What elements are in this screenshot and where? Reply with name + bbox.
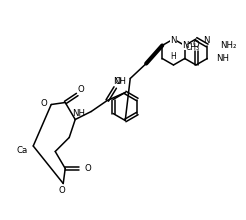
Text: NH: NH — [72, 109, 85, 118]
Text: O: O — [59, 186, 66, 195]
Text: O: O — [78, 85, 85, 94]
Text: N: N — [183, 41, 189, 50]
Text: N: N — [170, 35, 177, 44]
Text: NH: NH — [113, 77, 126, 86]
Text: NH: NH — [216, 54, 229, 63]
Text: O: O — [115, 77, 122, 86]
Text: CH₃: CH₃ — [185, 42, 200, 51]
Text: H: H — [171, 51, 176, 61]
Text: O: O — [193, 40, 199, 48]
Text: O: O — [84, 164, 91, 173]
Text: NH₂: NH₂ — [220, 41, 237, 50]
Text: Ca: Ca — [17, 145, 28, 154]
Text: N: N — [203, 35, 210, 44]
Text: O: O — [41, 99, 47, 108]
